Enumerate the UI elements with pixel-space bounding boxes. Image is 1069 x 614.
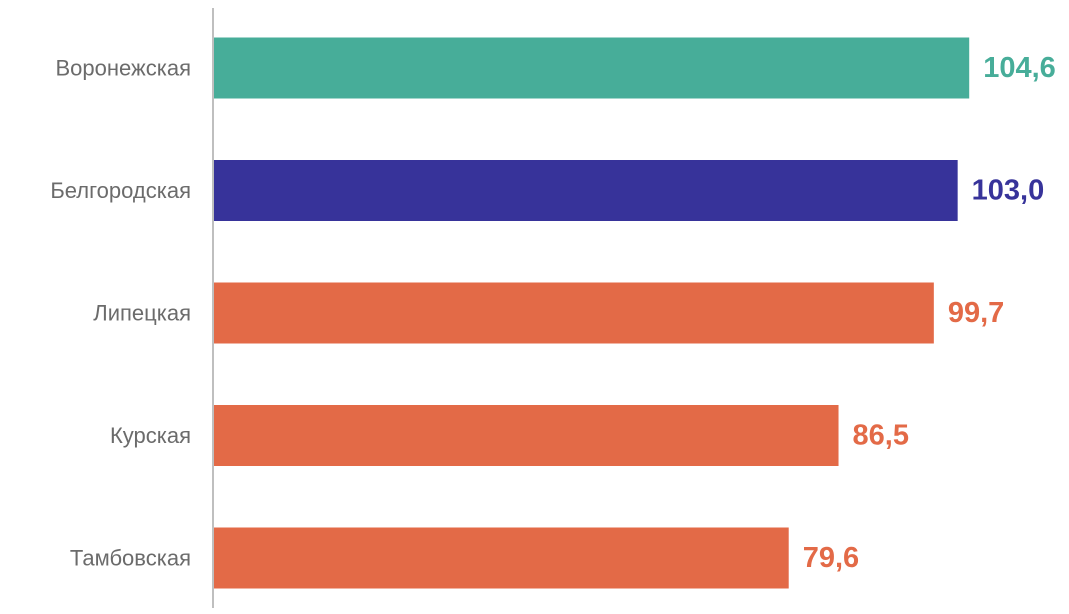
category-label-1: Воронежская xyxy=(56,56,192,81)
category-label-2: Белгородская xyxy=(50,178,191,203)
category-labels-group: Воронежская Белгородская Липецкая Курская Та… xyxy=(50,56,191,571)
bar-4 xyxy=(214,405,839,466)
category-label-3: Липецкая xyxy=(93,301,191,326)
value-label-5: 79,6 xyxy=(803,542,859,574)
value-label-2: 103,0 xyxy=(972,175,1045,207)
category-label-5: Тамбовская xyxy=(70,546,191,571)
category-label-4: Курская xyxy=(110,423,191,448)
bar-2 xyxy=(214,160,958,221)
bar-3 xyxy=(214,282,934,344)
value-label-3: 99,7 xyxy=(948,297,1004,329)
value-label-1: 104,6 xyxy=(983,52,1056,84)
bars-group xyxy=(214,37,970,589)
value-labels-group: 104,6 103,0 99,7 86,5 79,6 xyxy=(803,52,1056,574)
bar-5 xyxy=(214,527,789,589)
bar-1 xyxy=(214,37,970,99)
value-label-4: 86,5 xyxy=(853,420,909,452)
